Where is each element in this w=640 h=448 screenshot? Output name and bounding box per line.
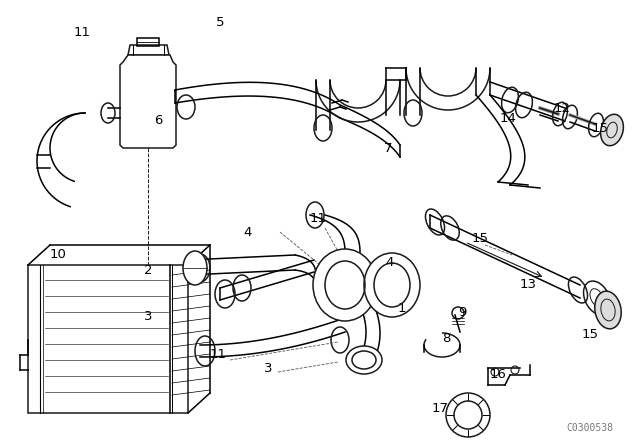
Text: 6: 6 bbox=[154, 113, 162, 126]
Text: 12: 12 bbox=[554, 102, 570, 115]
Text: 9: 9 bbox=[458, 306, 466, 319]
Text: C0300538: C0300538 bbox=[566, 423, 614, 433]
Text: 11: 11 bbox=[310, 211, 326, 224]
Ellipse shape bbox=[595, 291, 621, 329]
Text: 11: 11 bbox=[74, 26, 90, 39]
Ellipse shape bbox=[183, 251, 207, 285]
Bar bbox=[28, 265, 188, 413]
Text: 17: 17 bbox=[431, 401, 449, 414]
Text: 10: 10 bbox=[49, 249, 67, 262]
Text: 15: 15 bbox=[472, 232, 488, 245]
Ellipse shape bbox=[600, 114, 623, 146]
Ellipse shape bbox=[313, 249, 377, 321]
Ellipse shape bbox=[346, 346, 382, 374]
Text: 5: 5 bbox=[216, 16, 224, 29]
Text: 11: 11 bbox=[209, 349, 227, 362]
Text: 15: 15 bbox=[582, 328, 598, 341]
Text: 14: 14 bbox=[500, 112, 516, 125]
Text: 13: 13 bbox=[520, 279, 536, 292]
Text: 16: 16 bbox=[490, 369, 506, 382]
Text: 4: 4 bbox=[386, 255, 394, 268]
Text: 15: 15 bbox=[591, 121, 609, 134]
Polygon shape bbox=[128, 45, 169, 55]
Text: 2: 2 bbox=[144, 263, 152, 276]
Polygon shape bbox=[120, 55, 176, 148]
Text: 7: 7 bbox=[384, 142, 392, 155]
Text: 8: 8 bbox=[442, 332, 450, 345]
Text: 1: 1 bbox=[397, 302, 406, 314]
Text: 3: 3 bbox=[264, 362, 272, 375]
Text: 4: 4 bbox=[244, 225, 252, 238]
Ellipse shape bbox=[364, 253, 420, 317]
Text: 3: 3 bbox=[144, 310, 152, 323]
Bar bbox=[137, 38, 159, 46]
